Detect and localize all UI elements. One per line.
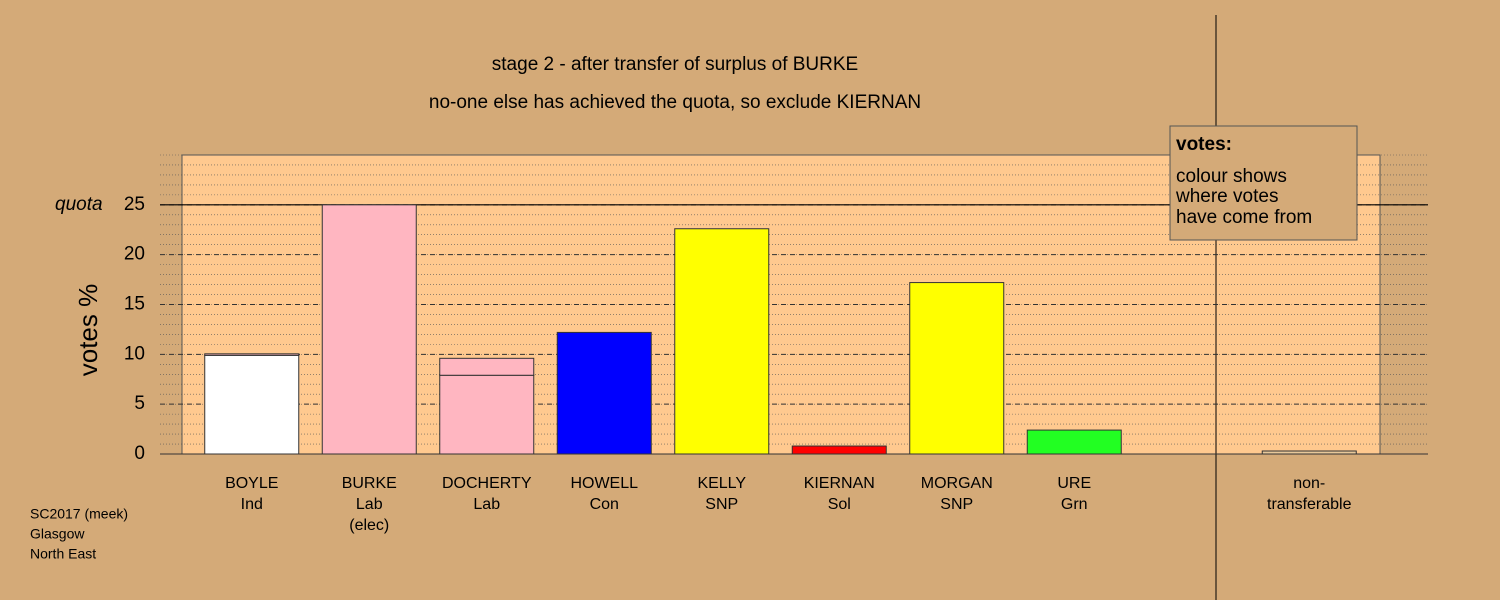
legend-text: have come from [1176,207,1312,228]
bar-segment [1026,429,1122,455]
footnote: North East [30,546,96,562]
legend-text: where votes [1175,186,1278,207]
footnote: Glasgow [30,526,85,542]
bar-segment [674,228,770,455]
x-tick-label: non- [1293,475,1325,492]
bar-segment [1261,450,1357,455]
legend-title: votes: [1176,134,1232,155]
x-tick-label: (elec) [349,517,389,534]
x-tick-label: SNP [705,496,738,513]
legend-text: colour shows [1176,166,1287,187]
x-tick-label: HOWELL [570,475,638,492]
y-tick-label: 25 [124,194,145,215]
x-tick-label: MORGAN [921,475,993,492]
bar-segment [439,357,535,376]
x-tick-label: SNP [940,496,973,513]
bar-segment [556,331,652,455]
y-tick-label: 5 [134,393,145,414]
x-tick-label: DOCHERTY [442,475,532,492]
x-tick-label: BURKE [342,475,397,492]
x-tick-label: Con [590,496,619,513]
legend-box [1169,125,1358,241]
bar-segment [204,354,300,455]
x-tick-label: KIERNAN [804,475,875,492]
x-tick-label: Lab [356,496,383,513]
x-tick-label: URE [1057,475,1091,492]
x-tick-label: KELLY [697,475,746,492]
x-tick-label: BOYLE [225,475,278,492]
quota-label: quota [55,194,103,215]
y-tick-label: 20 [124,244,145,265]
bar-segment [321,204,417,455]
x-tick-label: Ind [241,496,263,513]
y-tick-label: 15 [124,294,145,315]
plot: 0 5 10 15 20 25 quota BOYLE Ind BURKE Lab (elec) DOC… [55,154,1428,534]
x-tick-label: Lab [473,496,500,513]
y-tick-label: 0 [134,443,145,464]
bar-segment [439,374,535,455]
x-tick-label: transferable [1267,496,1352,513]
y-tick-label: 10 [124,343,145,364]
bar-segment [909,282,1005,455]
y-axis-label: votes % [73,284,103,377]
bar-segment [204,353,300,356]
chart-subtitle: no-one else has achieved the quota, so e… [429,92,921,113]
bar-segment [791,445,887,455]
x-tick-label: Sol [828,496,851,513]
footnote: SC2017 (meek) [30,506,128,522]
chart-title: stage 2 - after transfer of surplus of B… [492,54,858,75]
x-tick-label: Grn [1061,496,1088,513]
